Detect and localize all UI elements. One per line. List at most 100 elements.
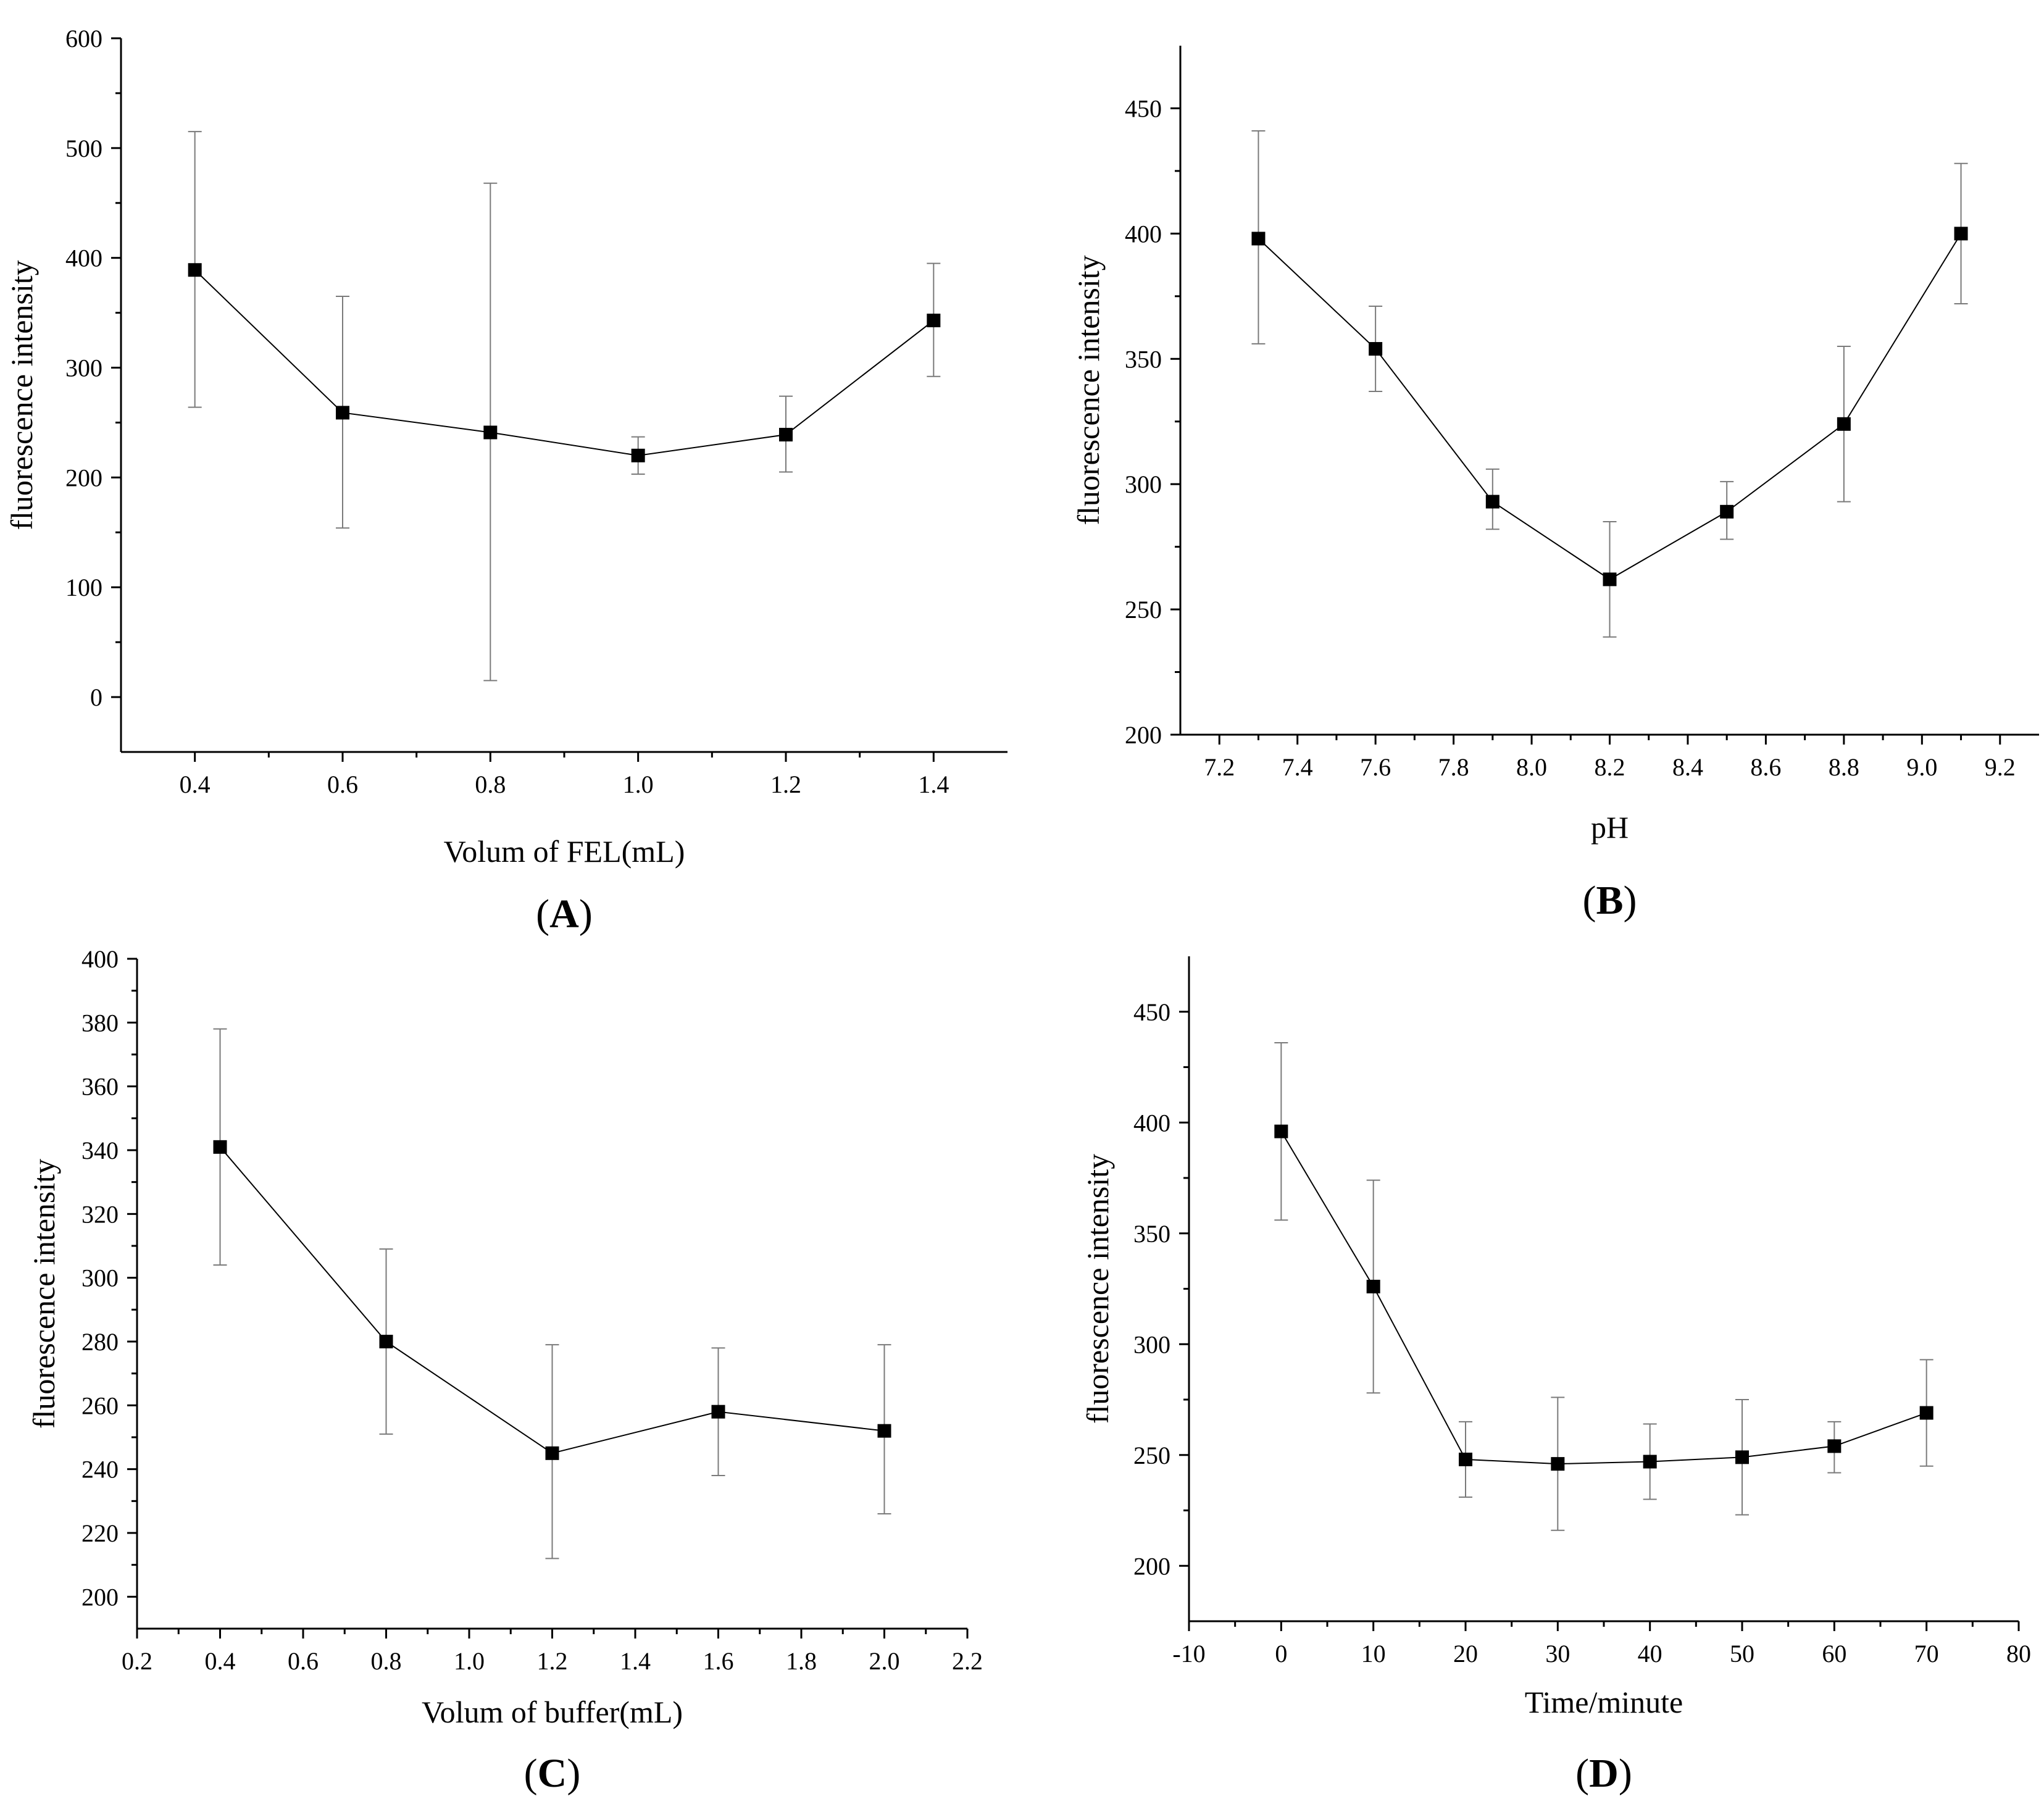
y-tick-label: 600 <box>65 25 102 52</box>
x-tick-label: 1.8 <box>786 1647 817 1675</box>
data-point <box>1603 572 1617 587</box>
y-tick-label: 280 <box>81 1328 119 1356</box>
x-tick-label: 0.8 <box>475 770 506 798</box>
x-tick-label: 0.4 <box>205 1647 236 1675</box>
x-tick-label: 20 <box>1453 1640 1478 1668</box>
panel-label-letter: D <box>1589 1751 1619 1796</box>
panel-label: (B) <box>1583 878 1637 923</box>
x-tick-label: 7.2 <box>1204 753 1235 781</box>
y-tick-label: 220 <box>81 1519 119 1547</box>
data-point <box>1837 417 1851 431</box>
x-tick-label: 2.0 <box>869 1647 900 1675</box>
x-tick-label: 30 <box>1545 1640 1570 1668</box>
x-tick-label: 1.0 <box>454 1647 485 1675</box>
x-tick-label: 0.6 <box>327 770 358 798</box>
y-tick-label: 400 <box>1133 1109 1170 1137</box>
y-axis-title: fluorescence intensity <box>1080 1154 1115 1424</box>
panel-label: (C) <box>524 1751 581 1796</box>
y-tick-label: 100 <box>65 574 102 601</box>
data-point <box>711 1405 725 1419</box>
x-tick-label: 2.2 <box>952 1647 983 1675</box>
x-tick-label: 1.2 <box>770 770 801 798</box>
y-tick-label: 300 <box>1125 470 1162 498</box>
x-tick-label: 7.6 <box>1360 753 1391 781</box>
x-tick-label: 8.2 <box>1595 753 1625 781</box>
x-tick-label: 1.0 <box>623 770 654 798</box>
x-tick-label: 10 <box>1361 1640 1386 1668</box>
panel-d-chart: -10 0 10 20 30 40 50 60 70 80 200 250 300 350 400 450 Ti… <box>1080 956 2031 1796</box>
panel-c-chart: 0.2 0.4 0.6 0.8 1.0 1.2 1.4 1.6 1.8 2.0 2.2 200 220 2… <box>27 945 983 1796</box>
data-point <box>1735 1450 1749 1464</box>
y-tick-label: 380 <box>81 1009 119 1037</box>
x-tick-label: 0.4 <box>180 770 211 798</box>
y-tick-label: 250 <box>1133 1442 1170 1469</box>
x-tick-label: 7.8 <box>1438 753 1469 781</box>
y-tick-label: 200 <box>81 1583 119 1611</box>
x-tick-label: 8.0 <box>1516 753 1547 781</box>
x-tick-label: 7.4 <box>1282 753 1313 781</box>
data-point <box>1551 1457 1565 1471</box>
y-tick-label: 450 <box>1125 94 1162 122</box>
panel-label-letter: B <box>1596 878 1623 923</box>
data-point <box>188 263 202 277</box>
y-tick-label: 350 <box>1133 1220 1170 1248</box>
data-point <box>1459 1452 1472 1466</box>
y-axis-title: fluorescence intensity <box>4 260 39 530</box>
y-tick-label: 200 <box>1133 1552 1170 1580</box>
y-tick-label: 0 <box>90 683 102 711</box>
panel-label-letter: C <box>538 1751 567 1796</box>
x-tick-label: 8.4 <box>1672 753 1703 781</box>
data-point <box>213 1140 227 1154</box>
x-tick-label: 1.4 <box>918 770 949 798</box>
data-point <box>1274 1124 1288 1138</box>
x-tick-label: 0 <box>1275 1640 1287 1668</box>
y-tick-label: 250 <box>1125 596 1162 624</box>
y-tick-label: 400 <box>65 244 102 272</box>
series-line <box>1280 1131 1927 1465</box>
data-point <box>1369 342 1383 356</box>
x-tick-label: 0.8 <box>371 1647 402 1675</box>
x-tick-label: 8.8 <box>1829 753 1859 781</box>
x-tick-label: 80 <box>2006 1640 2031 1668</box>
data-point <box>1366 1279 1380 1293</box>
y-tick-label: 450 <box>1133 998 1170 1026</box>
x-axis-title: pH <box>1591 810 1629 845</box>
x-tick-label: 50 <box>1730 1640 1754 1668</box>
x-tick-label: 60 <box>1822 1640 1846 1668</box>
x-axis-title: Time/minute <box>1525 1685 1683 1719</box>
x-tick-label: 1.6 <box>703 1647 734 1675</box>
y-tick-label: 350 <box>1125 345 1162 373</box>
x-axis-title: Volum of buffer(mL) <box>422 1695 683 1729</box>
panel-label-letter: A <box>549 891 579 937</box>
data-point <box>1251 232 1266 246</box>
y-tick-label: 500 <box>65 135 102 162</box>
data-point <box>927 314 941 328</box>
x-tick-label: 0.6 <box>288 1647 319 1675</box>
data-point <box>631 448 645 462</box>
y-tick-label: 400 <box>1125 220 1162 248</box>
data-point <box>1954 227 1968 241</box>
y-axis-title: fluorescence intensity <box>1071 255 1106 525</box>
x-tick-label: 70 <box>1914 1640 1939 1668</box>
x-tick-label: 9.0 <box>1906 753 1937 781</box>
x-axis-title: Volum of FEL(mL) <box>444 834 685 869</box>
y-tick-label: 200 <box>65 464 102 491</box>
y-tick-label: 300 <box>65 354 102 382</box>
y-tick-label: 240 <box>81 1456 119 1484</box>
y-tick-label: 300 <box>81 1264 119 1292</box>
panel-label: (D) <box>1575 1751 1632 1796</box>
panel-b-chart: 7.2 7.4 7.6 7.8 8.0 8.2 8.4 8.6 8.8 9.0 9.2 200 250 3… <box>1071 46 2039 923</box>
y-tick-label: 340 <box>81 1137 119 1164</box>
data-point <box>379 1335 393 1348</box>
y-tick-label: 260 <box>81 1392 119 1419</box>
y-tick-label: 320 <box>81 1200 119 1228</box>
data-point <box>1919 1406 1933 1420</box>
x-tick-label: 1.4 <box>620 1647 651 1675</box>
panel-a-chart: 0.4 0.6 0.8 1.0 1.2 1.4 0 100 200 300 400 500 600 Vol… <box>4 25 1007 937</box>
data-point <box>545 1446 559 1460</box>
data-point <box>483 425 498 440</box>
x-tick-label: 1.2 <box>537 1647 568 1675</box>
y-tick-label: 400 <box>81 945 119 973</box>
panel-label: (A) <box>536 891 593 937</box>
